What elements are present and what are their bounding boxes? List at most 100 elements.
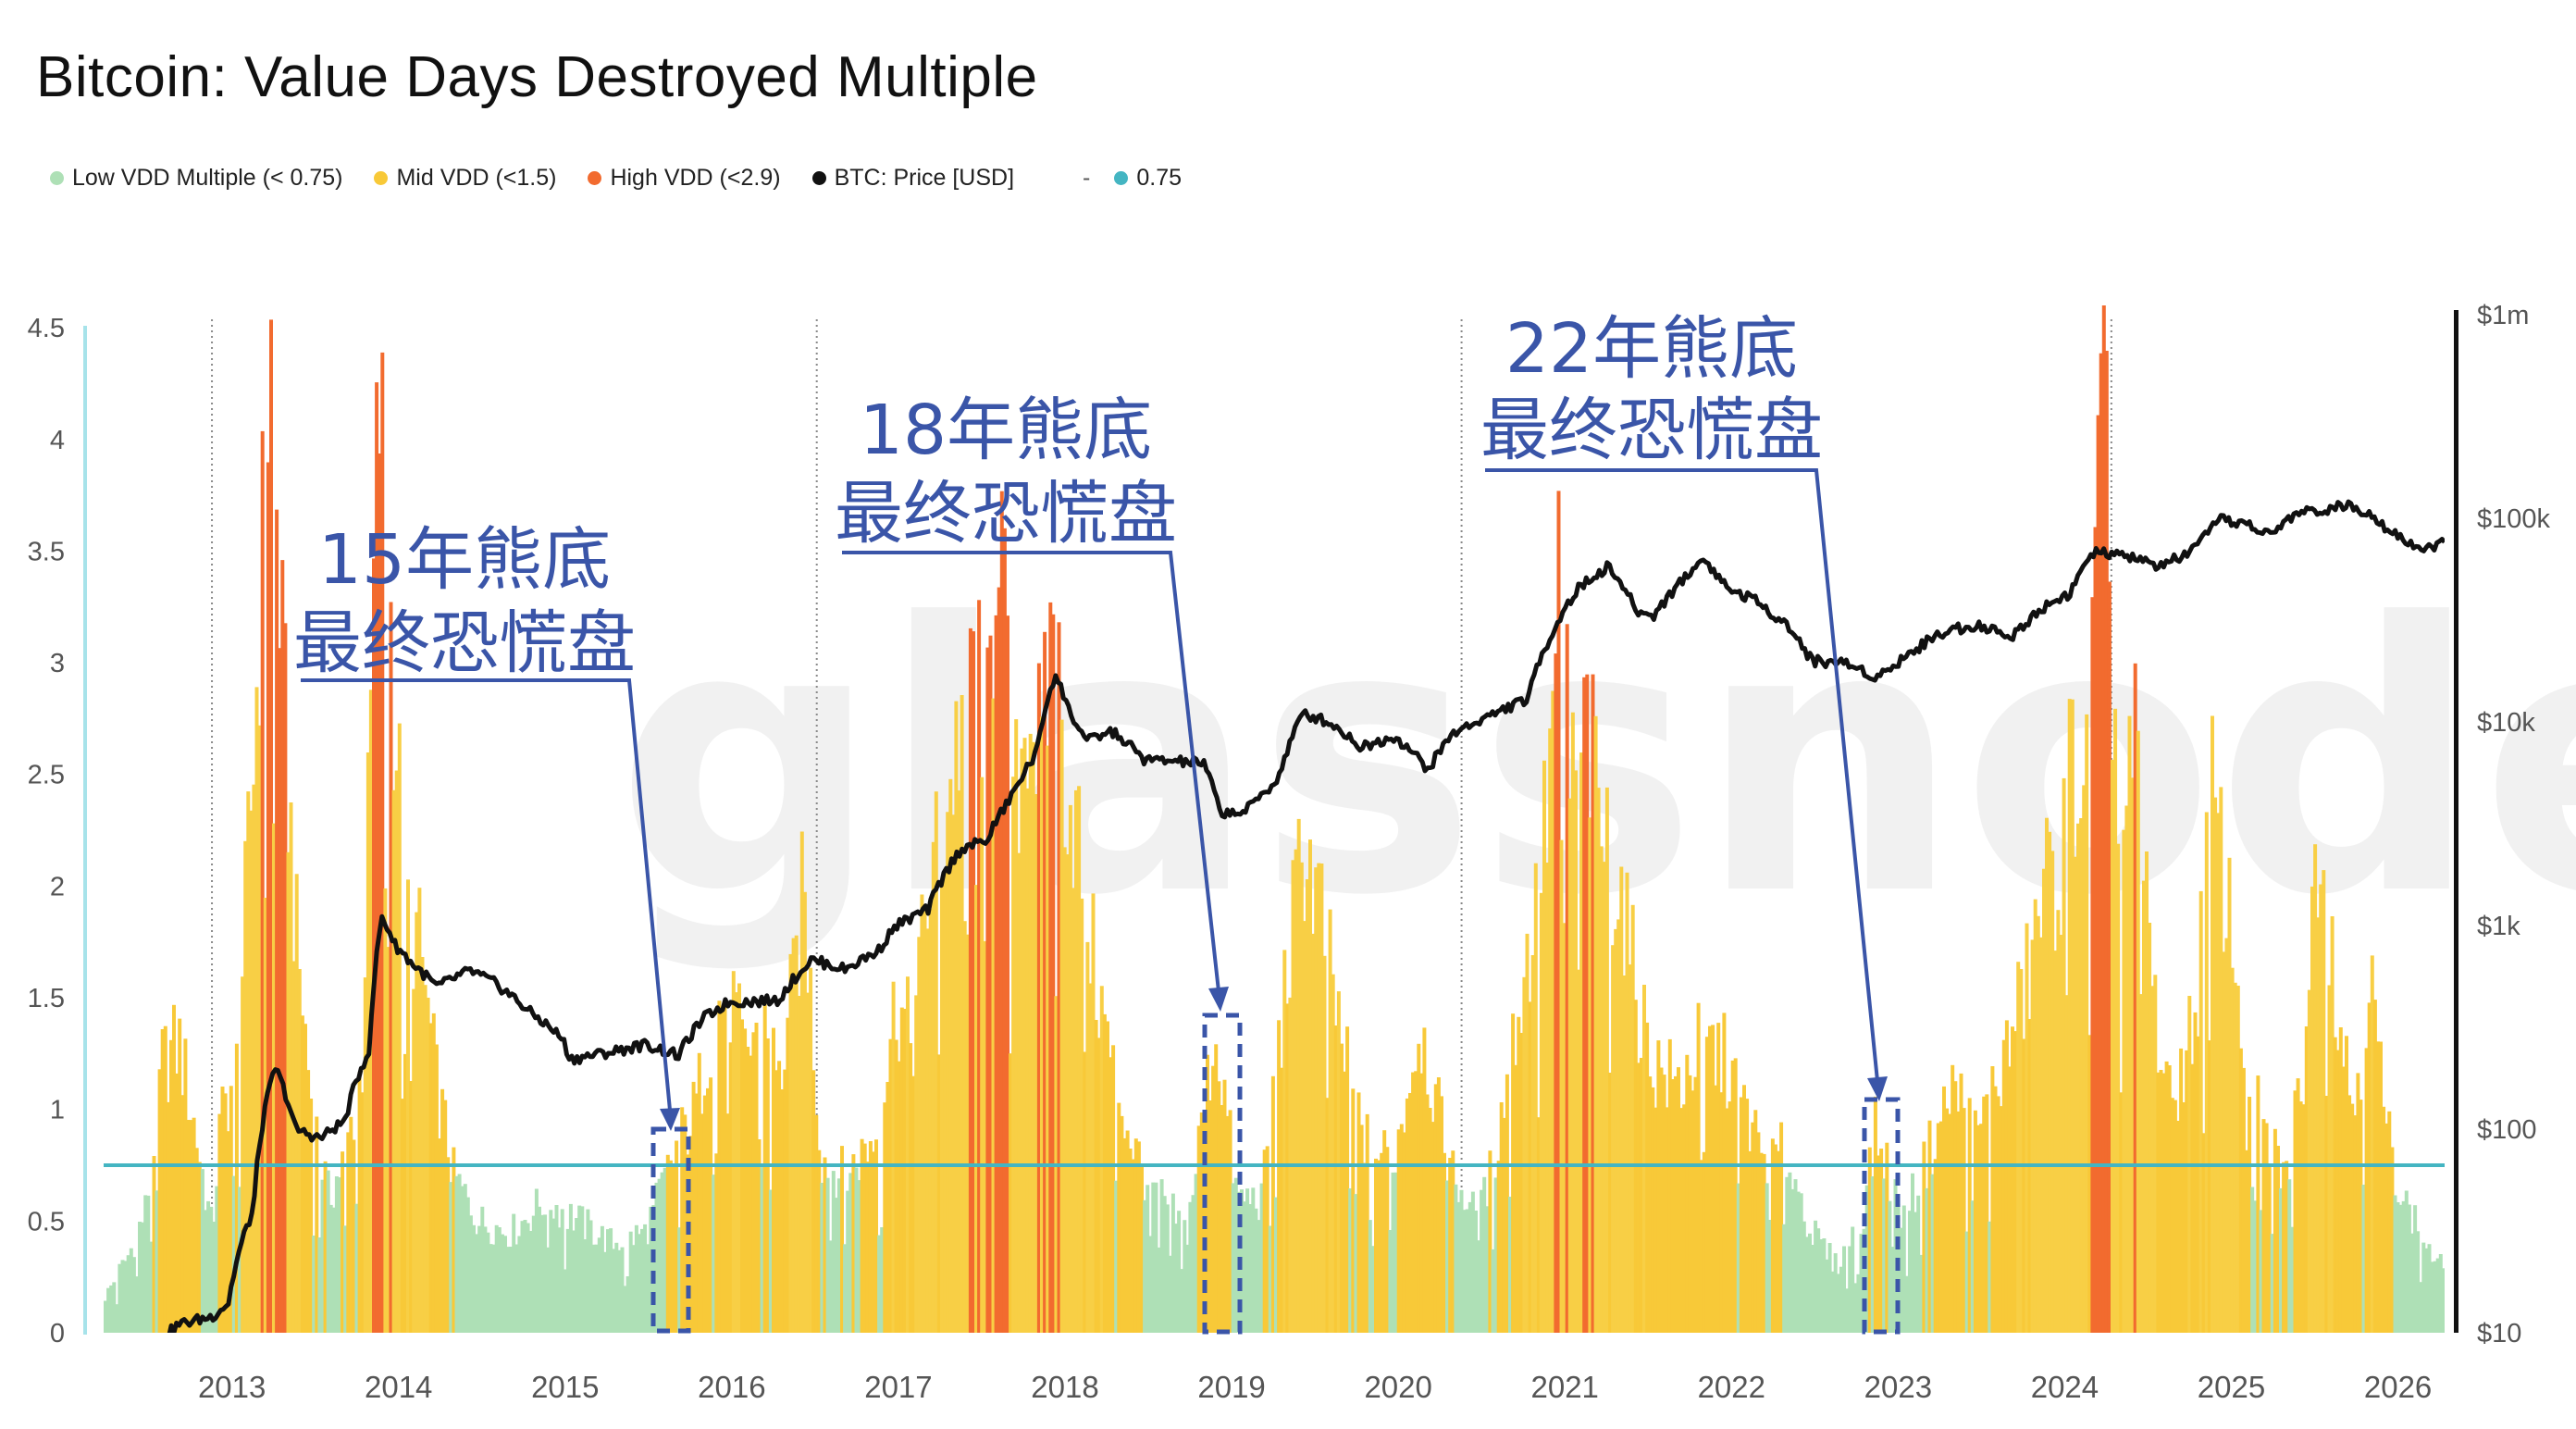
vdd-bar: [920, 894, 924, 1333]
vdd-bar: [1188, 1201, 1193, 1333]
vdd-bar: [974, 885, 978, 1333]
vdd-bar: [1165, 1204, 1170, 1333]
vdd-bar: [1480, 1189, 1484, 1333]
legend-item-btc-price[interactable]: BTC: Price [USD]: [811, 164, 1015, 192]
vdd-bar: [1340, 1043, 1344, 1333]
vdd-bar: [389, 602, 393, 1333]
vdd-bar: [760, 1166, 764, 1333]
vdd-bar: [1162, 1196, 1167, 1333]
vdd-bar: [1836, 1274, 1840, 1333]
vdd-bar: [1833, 1253, 1838, 1333]
vdd-bar: [1177, 1211, 1182, 1333]
vdd-bar: [1459, 1189, 1464, 1333]
vdd-bar: [843, 1244, 848, 1333]
vdd-bar: [1465, 1209, 1469, 1333]
vdd-bar: [1282, 950, 1287, 1333]
vdd-bar: [2273, 1128, 2277, 1333]
vdd-bar: [123, 1261, 128, 1333]
vdd-bar: [489, 1244, 493, 1333]
vdd-bar: [2193, 1012, 2198, 1333]
vdd-bar: [1964, 1231, 1969, 1333]
vdd-bar: [2036, 915, 2040, 1333]
vdd-bar: [965, 934, 970, 1333]
vdd-bar: [1942, 1086, 1946, 1333]
vdd-bar: [2370, 955, 2374, 1333]
vdd-bar: [1274, 1197, 1278, 1333]
vdd-bar: [1536, 1117, 1541, 1333]
vdd-bar: [606, 1229, 610, 1333]
vdd-bar: [1930, 1174, 1935, 1333]
vdd-bar: [677, 1227, 682, 1333]
vdd-bar: [1901, 1205, 1906, 1333]
vdd-bar: [1445, 1180, 1450, 1333]
vdd-bar: [2219, 787, 2223, 1333]
legend-item-low-vdd[interactable]: Low VDD Multiple (< 0.75): [50, 165, 342, 192]
legend-item-threshold[interactable]: 0.75: [1114, 165, 1182, 192]
vdd-bar: [506, 1247, 510, 1333]
vdd-bar: [1685, 1054, 1690, 1333]
legend-item-mid-vdd[interactable]: Mid VDD (<1.5): [374, 165, 556, 192]
vdd-bar: [1331, 974, 1335, 1333]
vdd-bar: [517, 1236, 522, 1333]
vdd-bar: [372, 558, 376, 1333]
vdd-bar: [283, 623, 288, 1333]
vdd-bar: [260, 430, 265, 1333]
vdd-bar: [1291, 860, 1295, 1333]
y-axis-right: $10 $100 $1k $10k $100k $1m: [2477, 301, 2551, 1348]
vdd-bar: [991, 698, 996, 1333]
y-left-tick-label: 2.5: [28, 761, 65, 790]
vdd-bar: [831, 1171, 836, 1333]
vdd-bar: [2136, 730, 2140, 1333]
vdd-bar: [1180, 1269, 1184, 1333]
vdd-bar: [2079, 818, 2084, 1333]
vdd-bar: [1927, 1120, 1932, 1333]
vdd-bar: [2261, 1119, 2266, 1333]
vdd-bar: [2313, 844, 2318, 1333]
vdd-bar: [1108, 1057, 1112, 1333]
vdd-bar: [2404, 1190, 2409, 1333]
vdd-bar: [1425, 1094, 1430, 1333]
vdd-bar: [2161, 1073, 2166, 1333]
vdd-bar: [2119, 1092, 2124, 1333]
vdd-bar: [2019, 969, 2024, 1333]
vdd-bar: [817, 1149, 822, 1333]
vdd-bar: [1345, 1026, 1350, 1333]
vdd-bar: [740, 1019, 744, 1333]
vdd-bar: [1020, 748, 1024, 1333]
vdd-bar: [1333, 1025, 1338, 1333]
vdd-bar: [2056, 910, 2061, 1333]
vdd-bar: [1645, 1022, 1650, 1333]
vdd-bar: [1368, 1220, 1372, 1333]
vdd-bar: [2384, 1123, 2389, 1333]
vdd-bar: [583, 1239, 588, 1333]
vdd-bar: [1859, 1234, 1864, 1333]
annotation-2022: 22年熊底 最终恐慌盘: [1480, 309, 1901, 1335]
vdd-bar: [749, 1055, 753, 1333]
vdd-bar: [500, 1234, 504, 1333]
vdd-bar: [834, 1198, 838, 1333]
vdd-bar: [1759, 1152, 1764, 1333]
vdd-bar: [2182, 1102, 2186, 1333]
vdd-bar: [2145, 851, 2149, 1333]
vdd-bar: [1990, 1066, 1995, 1333]
vdd-bar: [412, 988, 416, 1333]
vdd-bar: [317, 1237, 322, 1333]
vdd-bar: [2353, 1115, 2358, 1333]
vdd-bar: [2282, 1162, 2286, 1333]
vdd-bar: [2045, 817, 2049, 1333]
vdd-bar: [1080, 898, 1084, 1333]
y-right-tick-label: $100k: [2477, 504, 2551, 534]
vdd-bar: [1839, 1266, 1843, 1333]
vdd-bar: [936, 1054, 941, 1333]
legend-label-high-vdd: High VDD (<2.9): [610, 164, 781, 191]
vdd-bar: [1034, 794, 1038, 1333]
legend-item-high-vdd[interactable]: High VDD (<2.9): [588, 164, 781, 192]
vdd-bar: [2173, 1100, 2177, 1333]
vdd-bar: [514, 1244, 519, 1333]
vdd-bar: [780, 1089, 785, 1333]
vdd-bar: [1094, 1020, 1098, 1333]
legend-label-btc-price: BTC: Price [USD]: [834, 164, 1015, 191]
vdd-bar: [946, 812, 950, 1333]
vdd-bar: [1120, 1115, 1124, 1333]
